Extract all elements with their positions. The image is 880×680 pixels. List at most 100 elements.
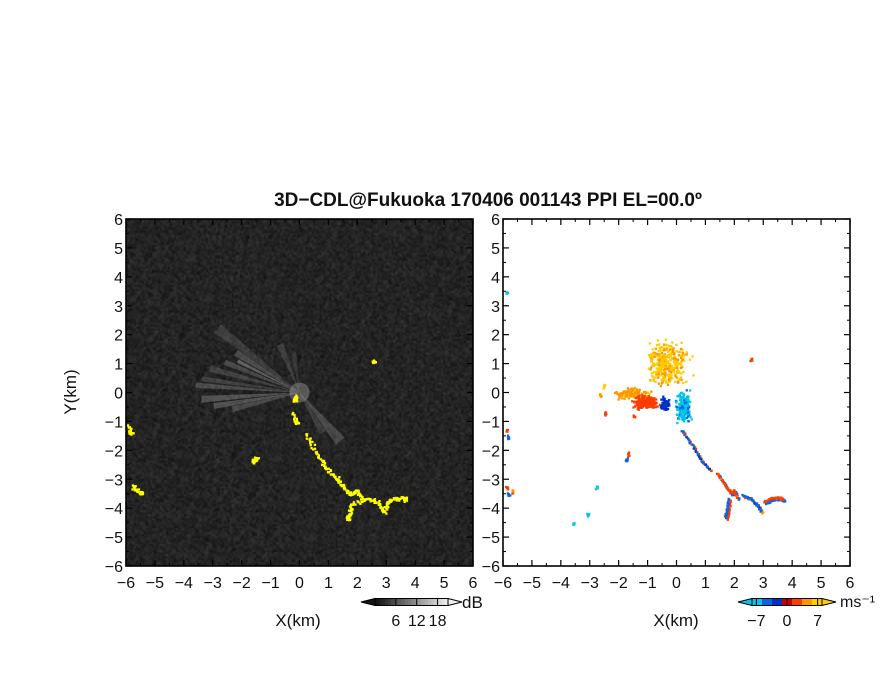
velocity-pixel [617,398,620,401]
echo-pixel [378,500,381,503]
velocity-pixel [754,502,757,505]
velocity-pixel [677,354,681,357]
velocity-pixel [733,493,736,496]
velocity-pixel [662,364,665,367]
echo-pixel [317,456,320,459]
velocity-pixel [676,417,680,420]
velocity-pixel [684,397,687,400]
velocity-pixel [671,348,675,351]
velocity-pixel [664,338,668,341]
velocity-pixel [727,512,730,515]
colorbar-swatch [431,598,436,606]
velocity-pixel [702,461,705,464]
colorbar-swatch [772,598,775,606]
clutter-beam [299,392,345,445]
velocity-pixel [724,515,728,518]
y-tick-label: 0 [491,386,500,403]
echo-pixel [308,438,311,441]
velocity-pixel [655,401,658,405]
colorbar-swatch [804,598,808,606]
velocity-pixel [661,404,665,407]
velocity-pixel [678,393,681,396]
velocity-pixel [687,399,690,402]
echo-pixel [351,493,354,496]
velocity-pixel [681,397,684,400]
velocity-pixel [669,353,672,356]
velocity-pixel [648,342,652,345]
echo-pixel [129,431,132,434]
y-tick-label: 2 [491,328,500,345]
velocity-pixel [652,364,656,367]
velocity-pixel [663,408,666,411]
colorbar-swatch [428,598,432,606]
velocity-pixel [676,368,679,371]
velocity-pixel [659,384,662,388]
velocity-pixel [621,397,624,400]
velocity-pixel [627,451,631,454]
velocity-pixel [728,510,731,513]
velocity-pixel [638,399,642,402]
colorbar-swatch [438,598,442,606]
velocity-pixel [650,372,653,375]
x-tick-label: 0 [295,575,304,592]
velocity-pixel [659,369,662,372]
colorbar-swatch [787,598,790,606]
velocity-pixel [653,353,656,356]
velocity-pixel [685,353,688,356]
echo-pixel [128,429,131,432]
velocity-pixel [681,406,684,409]
velocity-pixel [665,358,668,362]
velocity-pixel [664,362,667,366]
velocity-pixel [726,509,729,512]
velocity-pixel [668,344,671,348]
velocity-pixel [662,376,665,379]
echo-pixel [292,411,295,415]
velocity-pixel [687,420,690,423]
velocity-pixel [654,403,657,406]
velocity-pixel [687,395,690,399]
colorbar-swatch [794,598,798,606]
echo-pixel [325,468,328,471]
velocity-pixel [704,463,708,466]
velocity-pixel [688,404,691,408]
echo-pixel [354,503,357,506]
velocity-pixel [639,400,642,404]
echo-pixel [295,421,298,424]
velocity-pixel [727,514,731,517]
velocity-pixel [674,357,677,361]
velocity-pixel [663,359,666,362]
colorbar-tick-label: 0 [783,613,792,630]
velocity-pixel [719,478,722,481]
echo-pixel [362,498,365,501]
echo-pixel [343,485,346,488]
velocity-pixel [638,390,641,393]
velocity-pixel [663,353,666,356]
velocity-pixel [726,518,729,521]
velocity-pixel [633,387,637,390]
velocity-pixel [718,476,721,480]
colorbar-tick-label: 12 [408,613,426,630]
velocity-pixel [664,368,667,371]
clutter-beam [209,365,300,393]
velocity-pixel [656,358,660,362]
velocity-pixel [594,488,598,491]
echo-pixel [140,490,143,494]
velocity-pixel [686,415,690,418]
echo-pixel [256,458,259,461]
clutter-beam [291,352,300,393]
x-tick-label: −3 [204,575,222,592]
echo-pixel [385,505,389,508]
echo-pixel [392,497,395,500]
velocity-pixel [689,400,692,404]
velocity-pixel [674,373,677,376]
y-tick-label: −5 [482,530,500,547]
velocity-pixel [672,357,676,360]
velocity-pixel [683,417,687,420]
echo-pixel [354,491,357,495]
velocity-pixel [674,374,677,377]
clutter-beam [214,324,300,393]
velocity-pixel [605,413,608,416]
velocity-pixel [664,379,667,382]
velocity-pixel [628,390,631,393]
echo-pixel [393,498,396,501]
